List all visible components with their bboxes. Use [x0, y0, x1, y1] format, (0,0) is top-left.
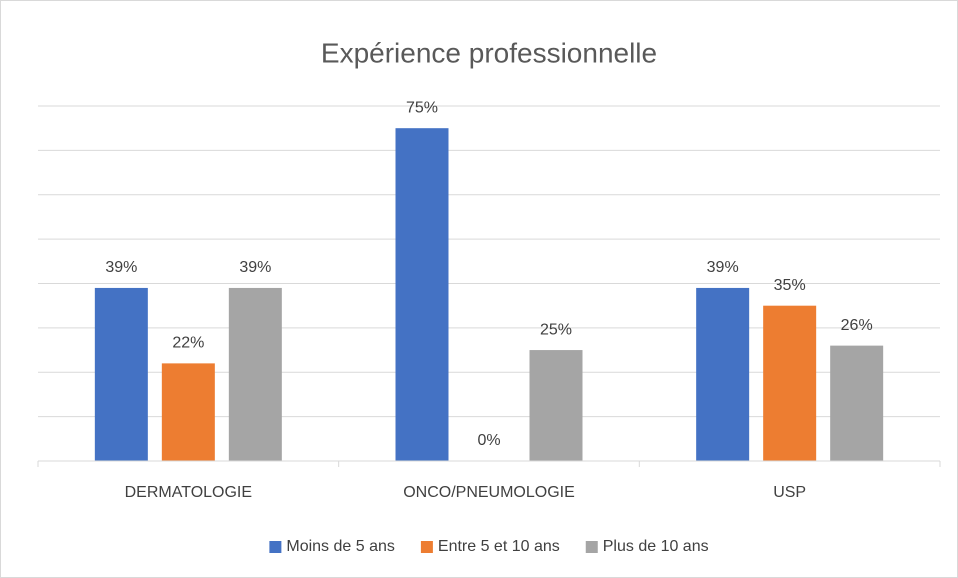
data-label: 22% — [172, 335, 204, 352]
legend-label: Entre 5 et 10 ans — [438, 538, 560, 555]
data-label: 39% — [707, 259, 739, 276]
bar — [696, 287, 750, 461]
chart-title: Expérience professionnelle — [321, 37, 657, 68]
legend-label: Moins de 5 ans — [286, 538, 395, 555]
data-label: 26% — [841, 317, 873, 334]
legend-swatch — [585, 541, 598, 553]
data-label: 39% — [105, 259, 137, 276]
x-tick-label: ONCO/PNEUMOLOGIE — [403, 484, 575, 501]
bar — [395, 128, 449, 461]
data-label: 75% — [406, 99, 438, 116]
bar — [228, 287, 282, 461]
bar — [830, 345, 884, 461]
bar — [763, 305, 817, 461]
data-label: 25% — [540, 321, 572, 338]
x-tick-label: DERMATOLOGIE — [125, 484, 252, 501]
bar — [161, 363, 215, 461]
data-label: 0% — [477, 432, 500, 449]
legend-swatch — [420, 541, 433, 553]
data-label: 39% — [239, 259, 271, 276]
legend-label: Plus de 10 ans — [603, 538, 709, 555]
x-tick-label: USP — [773, 484, 806, 501]
bar — [94, 287, 148, 461]
bar — [529, 350, 583, 461]
legend-swatch — [269, 541, 282, 553]
data-label: 35% — [774, 277, 806, 294]
